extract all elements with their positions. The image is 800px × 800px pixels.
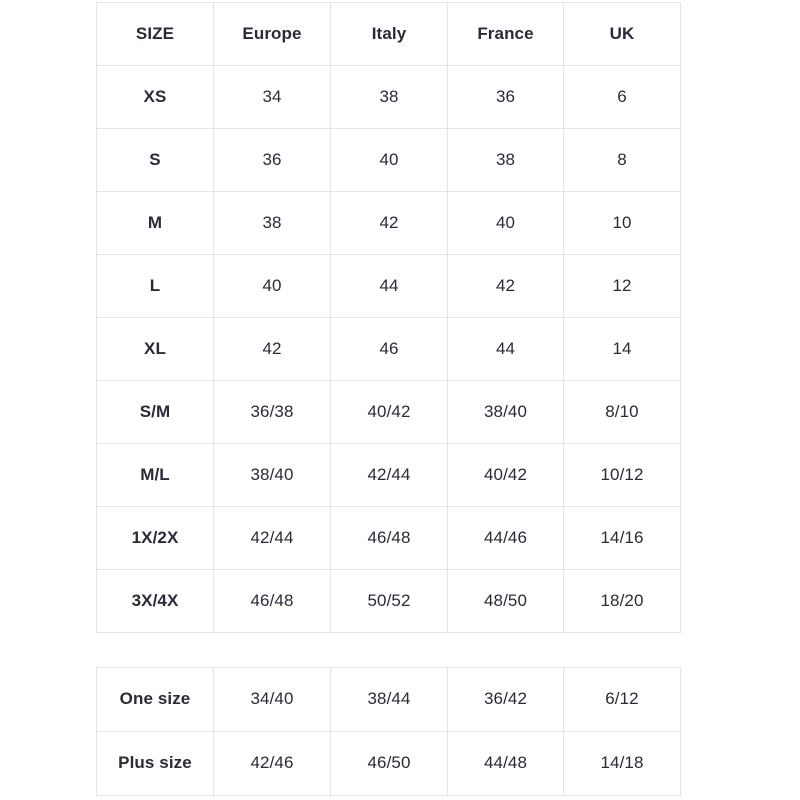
table-header: SIZE Europe Italy France UK [96, 2, 681, 66]
cell-size: S [96, 128, 214, 192]
cell-france: 44/48 [447, 731, 564, 796]
column-header-europe: Europe [213, 2, 331, 66]
table-body: One size 34/40 38/44 36/42 6/12 Plus siz… [96, 667, 681, 796]
cell-uk: 14/16 [563, 506, 681, 570]
cell-uk: 12 [563, 254, 681, 318]
cell-size: M/L [96, 443, 214, 507]
cell-uk: 18/20 [563, 569, 681, 633]
table-row: S 36 40 38 8 [96, 128, 681, 192]
cell-europe: 36/38 [213, 380, 331, 444]
cell-france: 48/50 [447, 569, 564, 633]
cell-france: 38 [447, 128, 564, 192]
cell-france: 36 [447, 65, 564, 129]
column-header-france: France [447, 2, 564, 66]
table-row: XL 42 46 44 14 [96, 317, 681, 381]
cell-italy: 46/50 [330, 731, 448, 796]
cell-europe: 34 [213, 65, 331, 129]
cell-size: L [96, 254, 214, 318]
cell-italy: 40 [330, 128, 448, 192]
table-row: 3X/4X 46/48 50/52 48/50 18/20 [96, 569, 681, 633]
cell-europe: 38 [213, 191, 331, 255]
cell-europe: 36 [213, 128, 331, 192]
size-conversion-table: SIZE Europe Italy France UK XS 34 38 36 … [96, 2, 681, 633]
cell-italy: 42/44 [330, 443, 448, 507]
cell-italy: 42 [330, 191, 448, 255]
table-row: S/M 36/38 40/42 38/40 8/10 [96, 380, 681, 444]
cell-size: 1X/2X [96, 506, 214, 570]
table-row: 1X/2X 42/44 46/48 44/46 14/16 [96, 506, 681, 570]
cell-europe: 34/40 [213, 667, 331, 732]
cell-size: XS [96, 65, 214, 129]
cell-uk: 8/10 [563, 380, 681, 444]
cell-uk: 10/12 [563, 443, 681, 507]
cell-france: 36/42 [447, 667, 564, 732]
cell-size: XL [96, 317, 214, 381]
cell-uk: 6 [563, 65, 681, 129]
cell-size: 3X/4X [96, 569, 214, 633]
column-header-uk: UK [563, 2, 681, 66]
cell-uk: 6/12 [563, 667, 681, 732]
table-row: XS 34 38 36 6 [96, 65, 681, 129]
table-body: XS 34 38 36 6 S 36 40 38 8 M 38 42 40 10 [96, 65, 681, 633]
cell-europe: 40 [213, 254, 331, 318]
column-header-italy: Italy [330, 2, 448, 66]
cell-france: 38/40 [447, 380, 564, 444]
cell-uk: 14/18 [563, 731, 681, 796]
cell-italy: 46 [330, 317, 448, 381]
cell-europe: 38/40 [213, 443, 331, 507]
cell-size: Plus size [96, 731, 214, 796]
cell-france: 40 [447, 191, 564, 255]
cell-europe: 42 [213, 317, 331, 381]
cell-size: One size [96, 667, 214, 732]
cell-france: 44/46 [447, 506, 564, 570]
cell-italy: 46/48 [330, 506, 448, 570]
table-row: One size 34/40 38/44 36/42 6/12 [96, 667, 681, 732]
cell-italy: 38 [330, 65, 448, 129]
table-row: M 38 42 40 10 [96, 191, 681, 255]
table-row: L 40 44 42 12 [96, 254, 681, 318]
table-row: M/L 38/40 42/44 40/42 10/12 [96, 443, 681, 507]
table-row: Plus size 42/46 46/50 44/48 14/18 [96, 731, 681, 796]
cell-size: S/M [96, 380, 214, 444]
cell-italy: 40/42 [330, 380, 448, 444]
cell-europe: 46/48 [213, 569, 331, 633]
cell-france: 40/42 [447, 443, 564, 507]
column-header-size: SIZE [96, 2, 214, 66]
cell-uk: 14 [563, 317, 681, 381]
cell-italy: 50/52 [330, 569, 448, 633]
header-row: SIZE Europe Italy France UK [96, 2, 681, 66]
one-size-conversion-table: One size 34/40 38/44 36/42 6/12 Plus siz… [96, 667, 681, 796]
cell-uk: 8 [563, 128, 681, 192]
cell-europe: 42/46 [213, 731, 331, 796]
cell-italy: 44 [330, 254, 448, 318]
cell-size: M [96, 191, 214, 255]
cell-italy: 38/44 [330, 667, 448, 732]
cell-france: 44 [447, 317, 564, 381]
cell-europe: 42/44 [213, 506, 331, 570]
cell-france: 42 [447, 254, 564, 318]
cell-uk: 10 [563, 191, 681, 255]
